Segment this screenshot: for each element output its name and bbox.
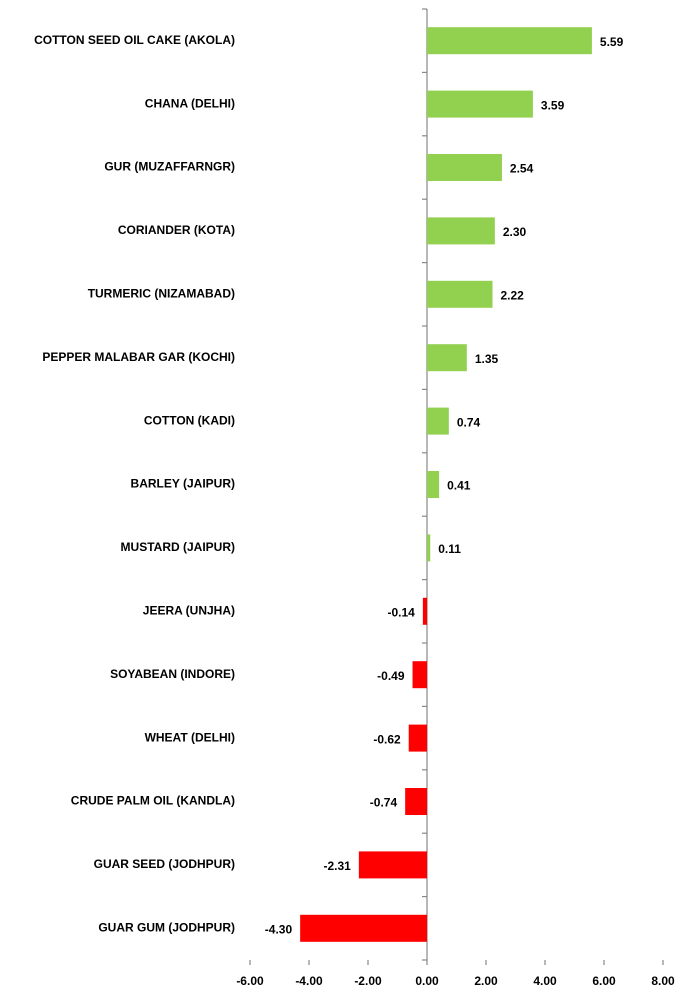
value-label: 3.59 — [541, 98, 565, 112]
value-label: -0.74 — [370, 796, 398, 810]
bar — [427, 471, 440, 498]
category-label: GUAR GUM (JODHPUR) — [98, 920, 235, 934]
value-label: 2.22 — [500, 288, 524, 302]
bar — [427, 154, 502, 181]
category-label: PEPPER MALABAR GAR (KOCHI) — [42, 350, 235, 364]
x-tick-label: -4.00 — [295, 974, 323, 988]
category-label: COTTON (KADI) — [144, 413, 235, 427]
bar — [358, 851, 427, 879]
category-label: BARLEY (JAIPUR) — [131, 477, 235, 491]
bar — [412, 661, 427, 689]
value-label: 1.35 — [475, 352, 499, 366]
bar — [427, 217, 495, 245]
category-label: CHANA (DELHI) — [145, 96, 235, 110]
x-tick-label: 6.00 — [592, 974, 616, 988]
category-label: SOYABEAN (INDORE) — [110, 667, 235, 681]
category-label: GUAR SEED (JODHPUR) — [94, 857, 235, 871]
bar — [408, 724, 427, 752]
value-label: 5.59 — [600, 35, 624, 49]
bar — [427, 27, 592, 55]
bar — [427, 280, 493, 308]
x-tick-label: 2.00 — [474, 974, 498, 988]
x-tick-label: 4.00 — [533, 974, 557, 988]
value-label: 2.54 — [510, 162, 534, 176]
category-label: CORIANDER (KOTA) — [118, 223, 235, 237]
value-label: -0.49 — [377, 669, 405, 683]
value-label: -4.30 — [265, 922, 293, 936]
category-label: CRUDE PALM OIL (KANDLA) — [71, 794, 235, 808]
value-label: 0.11 — [438, 542, 461, 556]
category-label: JEERA (UNJHA) — [143, 603, 235, 617]
category-label: MUSTARD (JAIPUR) — [121, 540, 235, 554]
value-label: -0.62 — [373, 732, 401, 746]
bar — [422, 597, 427, 625]
value-label: 0.74 — [457, 415, 481, 429]
category-label: WHEAT (DELHI) — [145, 730, 235, 744]
x-tick-label: -6.00 — [236, 974, 264, 988]
bar — [427, 407, 449, 435]
bar — [427, 90, 533, 118]
bar — [405, 788, 427, 815]
value-label: 0.41 — [447, 479, 471, 493]
category-label: GUR (MUZAFFARNGR) — [104, 160, 235, 174]
category-label: COTTON SEED OIL CAKE (AKOLA) — [34, 33, 235, 47]
category-label: TURMERIC (NIZAMABAD) — [88, 286, 235, 300]
x-tick-label: 8.00 — [651, 974, 675, 988]
value-label: -0.14 — [388, 605, 416, 619]
value-label: 2.30 — [503, 225, 527, 239]
bar — [300, 914, 427, 942]
x-tick-label: 0.00 — [415, 974, 439, 988]
bar — [427, 534, 431, 562]
bar — [427, 344, 467, 372]
x-tick-label: -2.00 — [354, 974, 382, 988]
value-label: -2.31 — [323, 859, 351, 873]
